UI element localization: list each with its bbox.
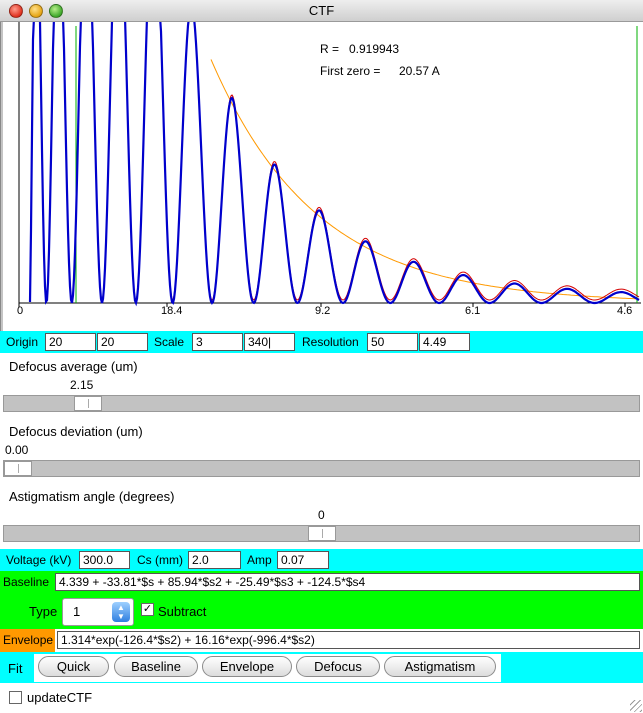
x-tick-label: 4.6 — [617, 305, 633, 317]
envelope-row: Envelope 1.314*exp(-126.4*$s2) + 16.16*e… — [0, 629, 643, 652]
astigmatism-angle-value: 0 — [318, 508, 325, 522]
resolution-label: Resolution — [302, 335, 359, 349]
x-tick-label: 0 — [17, 305, 24, 317]
title-bar: CTF — [0, 0, 643, 22]
ctf-plot: R = 0.919943 First zero = 20.57 A 0 18.4… — [0, 22, 643, 331]
amp-field[interactable]: 0.07 — [277, 551, 329, 569]
scale-label: Scale — [154, 335, 185, 349]
zoom-button[interactable] — [49, 4, 63, 18]
defocus-deviation-thumb[interactable] — [4, 461, 32, 476]
envelope-label-cell: Envelope — [0, 629, 55, 652]
astigmatism-angle-slider[interactable] — [3, 525, 640, 542]
astigmatism-button[interactable]: Astigmatism — [384, 656, 496, 677]
baseline-expression-field[interactable]: 4.339 + -33.81*$s + 85.94*$s2 + -25.49*$… — [55, 573, 640, 591]
defocus-deviation-slider[interactable] — [3, 460, 640, 477]
astigmatism-angle-label: Astigmatism angle (degrees) — [9, 489, 175, 504]
scale-field-2[interactable]: 340| — [244, 333, 295, 351]
envelope-expression-field[interactable]: 1.314*exp(-126.4*$s2) + 16.16*exp(-996.4… — [57, 631, 640, 649]
ctf-plot-canvas — [1, 22, 641, 331]
minimize-button[interactable] — [29, 4, 43, 18]
first-zero-label: First zero = — [320, 64, 381, 78]
baseline-section: Baseline 4.339 + -33.81*$s + 85.94*$s2 +… — [0, 571, 643, 629]
envelope-curve — [210, 59, 640, 300]
close-button[interactable] — [9, 4, 23, 18]
origin-y-field[interactable]: 20 — [97, 333, 148, 351]
origin-scale-row: Origin 20 20 Scale 3 340| Resolution 50 … — [0, 331, 643, 353]
baseline-button[interactable]: Baseline — [114, 656, 198, 677]
x-tick-label: 9.2 — [315, 305, 331, 317]
quick-button[interactable]: Quick — [38, 656, 109, 677]
defocus-average-label: Defocus average (um) — [9, 359, 138, 374]
envelope-button[interactable]: Envelope — [202, 656, 292, 677]
defocus-average-thumb[interactable] — [74, 396, 102, 411]
defocus-average-value: 2.15 — [70, 378, 94, 392]
astigmatism-angle-thumb[interactable] — [308, 526, 336, 541]
select-arrows-icon: ▲ ▼ — [112, 602, 130, 622]
defocus-deviation-label: Defocus deviation (um) — [9, 424, 143, 439]
defocus-button[interactable]: Defocus — [296, 656, 380, 677]
r-label: R = — [320, 42, 340, 56]
subtract-label: Subtract — [158, 604, 207, 619]
resolution-field-1[interactable]: 50 — [367, 333, 418, 351]
type-select-value: 1 — [73, 604, 81, 619]
origin-x-field[interactable]: 20 — [45, 333, 96, 351]
scale-field-1[interactable]: 3 — [192, 333, 243, 351]
cs-field[interactable]: 2.0 — [188, 551, 241, 569]
update-ctf-label: updateCTF — [27, 690, 93, 705]
window-title: CTF — [308, 3, 335, 18]
x-tick-label: 6.1 — [465, 305, 481, 317]
type-label: Type — [29, 604, 58, 619]
amp-label: Amp — [247, 553, 272, 567]
defocus-deviation-value: 0.00 — [5, 443, 29, 457]
voltage-field[interactable]: 300.0 — [79, 551, 130, 569]
type-select[interactable]: 1 ▲ ▼ — [62, 598, 134, 626]
r-value: 0.919943 — [349, 42, 400, 56]
resolution-field-2[interactable]: 4.49 — [419, 333, 470, 351]
subtract-checkbox[interactable]: ✓ — [141, 603, 154, 616]
data-curve — [28, 22, 640, 307]
defocus-average-slider[interactable] — [3, 395, 640, 412]
x-tick-label: 18.4 — [161, 305, 183, 317]
update-ctf-checkbox[interactable] — [9, 691, 22, 704]
baseline-label: Baseline — [3, 575, 50, 589]
resize-grip-icon[interactable] — [630, 700, 642, 712]
envelope-label: Envelope — [3, 633, 54, 647]
first-zero-value: 20.57 A — [399, 64, 440, 78]
cs-label: Cs (mm) — [137, 553, 183, 567]
origin-label: Origin — [6, 335, 39, 349]
fit-row: Fit Quick Baseline Envelope Defocus Asti… — [0, 652, 643, 683]
fit-label: Fit — [8, 661, 23, 676]
voltage-label: Voltage (kV) — [6, 553, 72, 567]
voltage-row: Voltage (kV) 300.0 Cs (mm) 2.0 Amp 0.07 — [0, 549, 643, 571]
